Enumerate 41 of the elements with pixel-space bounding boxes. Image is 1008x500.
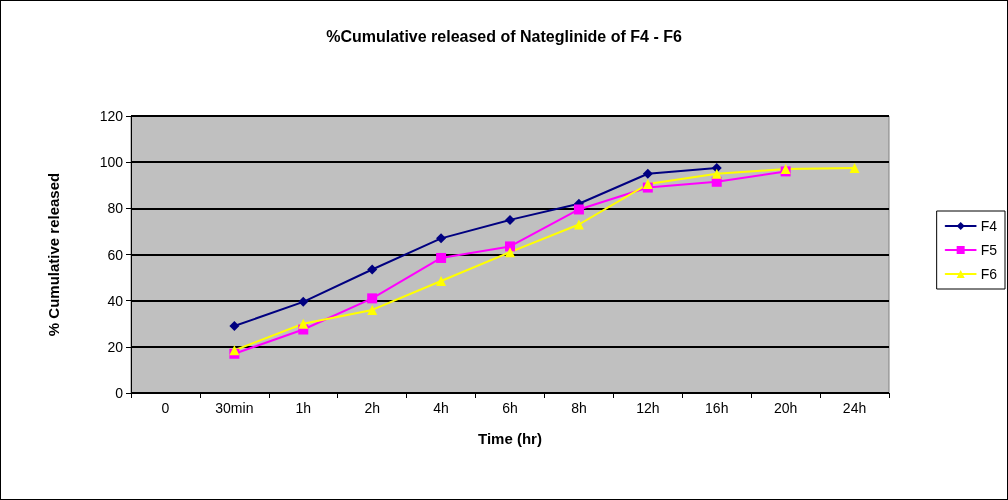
x-tick-label: 6h [502, 400, 518, 416]
point [298, 296, 309, 307]
x-tick-label: 20h [773, 400, 798, 416]
y-axis-title: % Cumulative released [45, 172, 62, 337]
point [229, 321, 240, 332]
point [642, 168, 653, 179]
chart-title: %Cumulative released of Nateglinide of F4 - F6 [326, 27, 682, 45]
x-tick-label: 16h [705, 400, 729, 416]
y-tick-label: 60 [107, 246, 124, 263]
point [436, 233, 447, 244]
y-tick-label: 0 [115, 385, 124, 401]
legend-label: F4 [980, 218, 998, 234]
y-tick-label: 20 [107, 338, 124, 355]
legend-label: F5 [980, 242, 998, 258]
point [505, 214, 515, 225]
point [367, 293, 378, 304]
x-tick-label: 0 [161, 400, 170, 416]
point [505, 241, 515, 252]
point [436, 276, 447, 287]
y-tick-label: 120 [99, 108, 124, 124]
y-tick-label: 80 [107, 200, 124, 217]
y-tick-label: 100 [99, 154, 124, 171]
x-tick-label: 24h [842, 400, 867, 416]
x-tick-label: 4h [433, 400, 449, 416]
legend-label: F6 [980, 266, 998, 282]
point [367, 264, 378, 275]
x-tick-label: 2h [364, 400, 380, 416]
point [573, 219, 584, 230]
y-tick-label: 40 [107, 292, 124, 309]
point [711, 168, 722, 179]
x-tick-label: 12h [636, 400, 660, 416]
point [436, 252, 447, 263]
point [367, 304, 378, 315]
point [573, 204, 584, 215]
x-tick-label: 8h [571, 400, 587, 416]
x-axis-title: Time (hr) [478, 430, 542, 447]
point [849, 162, 860, 173]
point [298, 318, 309, 329]
x-tick-label: 1h [295, 400, 312, 416]
x-tick-label: 30min [215, 400, 254, 416]
point [505, 247, 515, 258]
